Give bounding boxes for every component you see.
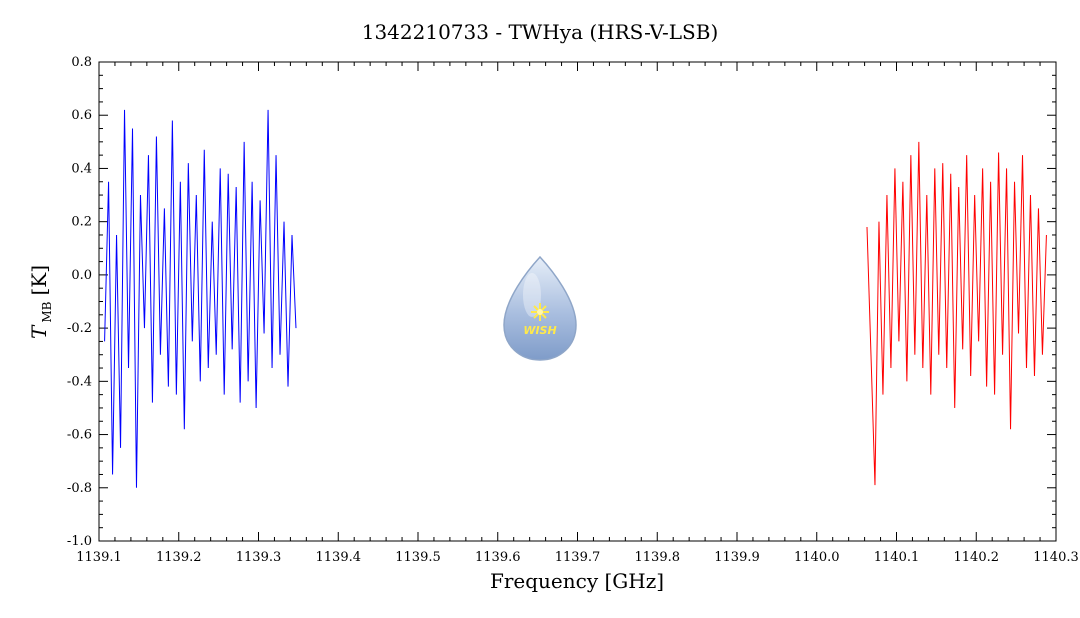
y-tick-label: -1.0	[67, 534, 92, 549]
y-tick-label: -0.6	[67, 428, 92, 443]
x-tick-label: 1139.3	[236, 550, 282, 565]
y-tick-label: 0.4	[71, 161, 92, 176]
x-axis-title: Frequency [GHz]	[490, 569, 664, 593]
x-tick-label: 1140.1	[874, 550, 920, 565]
y-axis-ticks: 0.8 0.6 0.4 0.2 0.0 -0.2 -0.4 -0.6 -0.8 -1.0	[67, 55, 1056, 549]
y-tick-label: -0.4	[67, 374, 92, 389]
y-tick-label: 0.8	[71, 55, 92, 70]
y-axis-title-unit: [K]	[27, 265, 51, 296]
x-tick-label: 1139.1	[76, 550, 122, 565]
series-layer	[104, 109, 1047, 488]
wish-logo-icon: WISH	[503, 255, 577, 361]
wish-logo-text: WISH	[523, 324, 556, 337]
y-tick-label: 0.6	[71, 108, 92, 123]
x-tick-label: 1140.0	[794, 550, 840, 565]
y-axis-title-subscript: MB	[40, 301, 54, 322]
y-tick-label: -0.8	[67, 481, 92, 496]
y-axis-title-main: T	[27, 324, 51, 339]
x-tick-label: 1140.2	[954, 550, 1000, 565]
chart-title: 1342210733 - TWHya (HRS-V-LSB)	[362, 20, 719, 44]
series-2-line	[866, 141, 1047, 486]
y-tick-label: 0.0	[71, 268, 92, 283]
plot-frame	[98, 61, 1057, 542]
y-tick-label: 0.2	[71, 215, 92, 230]
x-tick-label: 1139.2	[156, 550, 202, 565]
x-tick-label: 1139.6	[475, 550, 521, 565]
x-tick-label: 1139.9	[714, 550, 760, 565]
x-tick-label: 1139.8	[635, 550, 681, 565]
x-tick-label: 1139.7	[555, 550, 601, 565]
x-axis-ticks: 1139.1 1139.2 1139.3 1139.4 1139.5 1139.6 1139…	[76, 62, 1079, 565]
x-tick-label: 1140.3	[1033, 550, 1079, 565]
series-1-line	[104, 109, 297, 488]
y-tick-label: -0.2	[67, 321, 92, 336]
x-tick-label: 1139.4	[316, 550, 362, 565]
y-axis-title: T MB [K]	[27, 265, 54, 339]
svg-text:TMB[K]: T MB [K]	[27, 265, 54, 339]
x-tick-label: 1139.5	[395, 550, 441, 565]
